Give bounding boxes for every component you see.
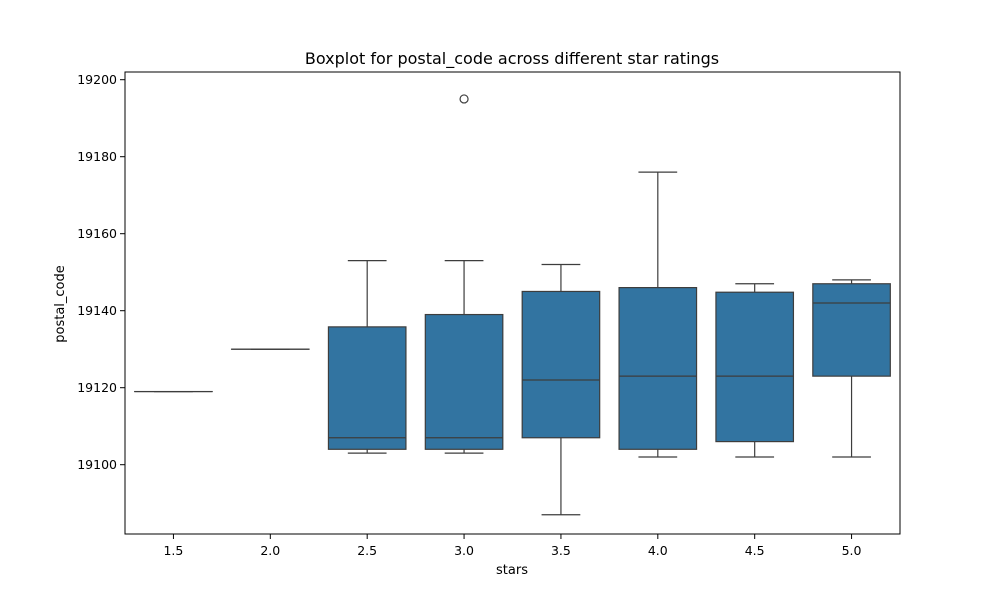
x-tick-label: 1.5 (163, 543, 183, 558)
plot-area: 19100 19120 19140 19160 19180 19200 1.5 2.0 2.5 3… (77, 71, 901, 558)
y-tick-label: 19100 (77, 457, 117, 472)
y-tick-label: 19140 (77, 303, 117, 318)
box-2.5 (327, 326, 407, 450)
y-axis-label: postal_code (53, 265, 68, 343)
outlier-point (459, 94, 469, 104)
y-tick-label: 19160 (77, 226, 117, 241)
box-5.0 (812, 283, 891, 377)
y-tick-label: 19180 (77, 149, 117, 164)
x-tick-label: 5.0 (842, 543, 862, 558)
box-4.0 (618, 287, 698, 450)
x-tick-label: 2.0 (260, 543, 280, 558)
x-tick-label: 3.0 (454, 543, 474, 558)
plot-frame (124, 71, 901, 535)
y-tick-label: 19200 (77, 72, 117, 87)
box-4.5 (715, 291, 795, 443)
x-axis-label: stars (496, 563, 528, 578)
chart-title: Boxplot for postal_code across different… (305, 49, 719, 69)
x-tick-label: 4.0 (648, 543, 668, 558)
x-tick-label: 4.5 (745, 543, 765, 558)
box-3.0 (424, 313, 504, 450)
x-tick-label: 2.5 (357, 543, 377, 558)
y-tick-label: 19120 (77, 380, 117, 395)
x-tick-label: 3.5 (551, 543, 571, 558)
box-3.5 (521, 290, 601, 439)
